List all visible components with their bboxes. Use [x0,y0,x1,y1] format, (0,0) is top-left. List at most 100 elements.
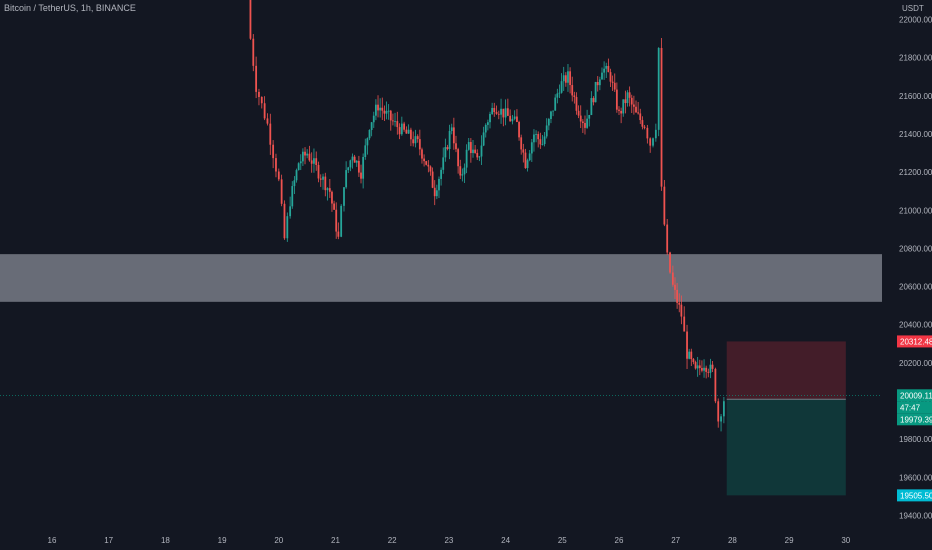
candle-body [537,134,540,140]
candle-body [643,126,646,128]
candle-body [349,160,352,168]
target-price-tag: 19505.50 [900,491,932,500]
y-tick-label: 22000.00 [899,16,932,25]
candle-body [635,106,637,113]
candle-body [539,139,542,145]
y-axis-unit: USDT [902,4,924,13]
y-tick-label: 21400.00 [899,130,932,139]
candle-body [457,149,460,167]
candle-body [429,166,432,172]
candle-body [552,110,554,112]
candle-body [605,65,608,69]
time-axis-area [0,526,882,550]
candle-body [624,99,627,104]
candle-body [649,138,652,146]
candle-body [459,166,462,176]
x-tick-label: 23 [444,536,453,545]
candle-body [289,206,292,217]
x-tick-label: 17 [104,536,113,545]
candle-body [630,97,633,105]
candle-body [455,143,457,150]
candle-body [255,65,258,92]
candle-body [698,365,701,369]
candle-body [297,163,300,171]
candle-body [690,351,693,360]
candle-body [461,174,464,176]
candle-body [379,107,382,111]
candle-body [324,176,327,191]
candle-body [556,93,559,98]
candle-body [306,153,309,156]
x-tick-label: 16 [48,536,57,545]
x-tick-label: 27 [671,536,680,545]
candle-body [646,127,649,139]
candle-body [620,110,623,114]
candle-body [308,153,311,161]
chart-title: Bitcoin / TetherUS, 1h, BINANCE [4,3,136,13]
candle-body [686,331,688,359]
current-price-tag-bg [897,389,932,402]
candle-body [680,304,683,317]
candle-body [590,98,593,116]
candle-body [581,121,584,124]
candle-body [476,152,479,158]
candle-body [416,136,419,140]
candle-body [654,129,657,139]
candle-body [392,120,394,122]
candle-body [575,96,578,111]
candle-body [351,156,354,161]
candle-body [558,92,561,94]
candle-body [283,203,286,239]
candle-body [286,216,289,239]
candle-body [355,160,358,163]
candle-body [433,187,436,197]
candle-body [603,68,606,73]
candle-body [333,203,335,210]
candle-body [472,149,474,154]
candle-body [671,272,674,285]
candle-body [554,97,557,111]
candle-body [613,82,616,90]
candle-body [533,134,535,143]
candle-body [717,401,720,422]
candle-body [403,123,406,130]
candle-body [502,108,505,118]
candle-body [666,224,669,253]
candle-body [696,365,699,369]
candle-body [692,359,695,363]
candle-body [427,164,430,167]
candle-body [657,47,660,130]
candle-body [509,115,512,122]
y-tick-label: 19400.00 [899,512,932,521]
x-tick-label: 22 [388,536,397,545]
candle-body [435,190,438,197]
candle-body [410,129,412,140]
candle-body [331,191,333,204]
candle-body [377,104,379,111]
x-tick-label: 28 [728,536,737,545]
candle-body [383,110,386,114]
entry-price-tag: 19979.39 [900,415,932,424]
stop-price-tag: 20312.48 [900,337,932,346]
price-axis-area [882,0,932,550]
candle-body [260,96,263,104]
current-price-tag: 20009.11 [900,391,932,400]
candle-body [482,132,485,146]
candle-body [357,160,360,173]
candle-body [335,209,338,232]
candle-body [272,144,275,159]
candle-body [249,0,252,39]
candle-body [618,109,620,111]
candle-body [425,161,428,165]
candle-body [421,149,423,159]
candle-body [387,110,390,112]
y-tick-label: 19600.00 [899,473,932,482]
candle-body [304,151,306,156]
candle-body [520,137,523,150]
candle-body [663,186,666,225]
candle-body [596,81,599,86]
candle-body [669,252,671,273]
candle-body [275,158,277,172]
candle-body [586,118,589,128]
